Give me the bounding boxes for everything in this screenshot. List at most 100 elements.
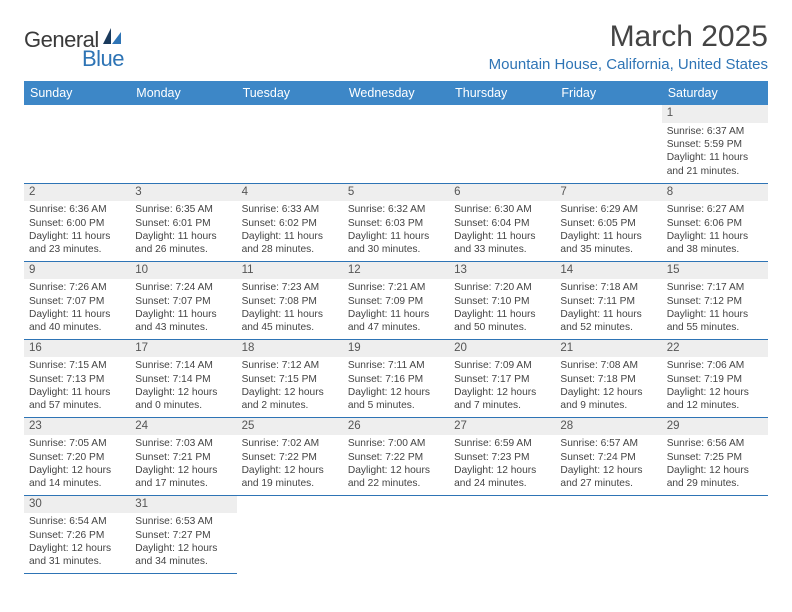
sunrise-text: Sunrise: 7:08 AM bbox=[560, 359, 656, 372]
daylight-text: Daylight: 11 hours and 21 minutes. bbox=[667, 151, 763, 178]
calendar-cell: 12Sunrise: 7:21 AMSunset: 7:09 PMDayligh… bbox=[343, 261, 449, 339]
day-number: 26 bbox=[343, 418, 449, 436]
calendar-week-row: 30Sunrise: 6:54 AMSunset: 7:26 PMDayligh… bbox=[24, 495, 768, 573]
daylight-text: Daylight: 11 hours and 43 minutes. bbox=[135, 308, 231, 335]
calendar-cell: 11Sunrise: 7:23 AMSunset: 7:08 PMDayligh… bbox=[237, 261, 343, 339]
sunrise-text: Sunrise: 7:24 AM bbox=[135, 281, 231, 294]
sunset-text: Sunset: 7:27 PM bbox=[135, 529, 231, 542]
day-details: Sunrise: 7:18 AMSunset: 7:11 PMDaylight:… bbox=[555, 279, 661, 337]
daylight-text: Daylight: 12 hours and 5 minutes. bbox=[348, 386, 444, 413]
daylight-text: Daylight: 12 hours and 17 minutes. bbox=[135, 464, 231, 491]
calendar-cell: 3Sunrise: 6:35 AMSunset: 6:01 PMDaylight… bbox=[130, 183, 236, 261]
calendar-table: Sunday Monday Tuesday Wednesday Thursday… bbox=[24, 81, 768, 574]
day-number: 22 bbox=[662, 340, 768, 358]
calendar-cell: 19Sunrise: 7:11 AMSunset: 7:16 PMDayligh… bbox=[343, 339, 449, 417]
day-details: Sunrise: 7:09 AMSunset: 7:17 PMDaylight:… bbox=[449, 357, 555, 415]
calendar-cell: 10Sunrise: 7:24 AMSunset: 7:07 PMDayligh… bbox=[130, 261, 236, 339]
calendar-cell: 28Sunrise: 6:57 AMSunset: 7:24 PMDayligh… bbox=[555, 417, 661, 495]
daylight-text: Daylight: 11 hours and 50 minutes. bbox=[454, 308, 550, 335]
day-details: Sunrise: 6:56 AMSunset: 7:25 PMDaylight:… bbox=[662, 435, 768, 493]
calendar-cell: 20Sunrise: 7:09 AMSunset: 7:17 PMDayligh… bbox=[449, 339, 555, 417]
day-number: 12 bbox=[343, 262, 449, 280]
sunrise-text: Sunrise: 7:21 AM bbox=[348, 281, 444, 294]
daylight-text: Daylight: 12 hours and 9 minutes. bbox=[560, 386, 656, 413]
calendar-cell: 27Sunrise: 6:59 AMSunset: 7:23 PMDayligh… bbox=[449, 417, 555, 495]
calendar-cell: 4Sunrise: 6:33 AMSunset: 6:02 PMDaylight… bbox=[237, 183, 343, 261]
brand-text-blue: Blue bbox=[82, 46, 124, 71]
sunset-text: Sunset: 6:06 PM bbox=[667, 217, 763, 230]
sunset-text: Sunset: 7:11 PM bbox=[560, 295, 656, 308]
calendar-cell: 23Sunrise: 7:05 AMSunset: 7:20 PMDayligh… bbox=[24, 417, 130, 495]
header-row: General March 2025 Mountain House, Calif… bbox=[24, 20, 768, 79]
sunrise-text: Sunrise: 6:59 AM bbox=[454, 437, 550, 450]
daylight-text: Daylight: 12 hours and 24 minutes. bbox=[454, 464, 550, 491]
day-details: Sunrise: 6:32 AMSunset: 6:03 PMDaylight:… bbox=[343, 201, 449, 259]
calendar-cell: 6Sunrise: 6:30 AMSunset: 6:04 PMDaylight… bbox=[449, 183, 555, 261]
daylight-text: Daylight: 11 hours and 45 minutes. bbox=[242, 308, 338, 335]
day-number: 23 bbox=[24, 418, 130, 436]
day-number: 29 bbox=[662, 418, 768, 436]
daylight-text: Daylight: 11 hours and 23 minutes. bbox=[29, 230, 125, 257]
daylight-text: Daylight: 11 hours and 52 minutes. bbox=[560, 308, 656, 335]
calendar-cell bbox=[555, 105, 661, 183]
sunset-text: Sunset: 7:19 PM bbox=[667, 373, 763, 386]
day-details: Sunrise: 7:11 AMSunset: 7:16 PMDaylight:… bbox=[343, 357, 449, 415]
sunrise-text: Sunrise: 6:57 AM bbox=[560, 437, 656, 450]
sunrise-text: Sunrise: 6:36 AM bbox=[29, 203, 125, 216]
daylight-text: Daylight: 11 hours and 38 minutes. bbox=[667, 230, 763, 257]
daylight-text: Daylight: 11 hours and 35 minutes. bbox=[560, 230, 656, 257]
calendar-week-row: 16Sunrise: 7:15 AMSunset: 7:13 PMDayligh… bbox=[24, 339, 768, 417]
day-details: Sunrise: 6:33 AMSunset: 6:02 PMDaylight:… bbox=[237, 201, 343, 259]
sunset-text: Sunset: 7:23 PM bbox=[454, 451, 550, 464]
calendar-cell: 18Sunrise: 7:12 AMSunset: 7:15 PMDayligh… bbox=[237, 339, 343, 417]
calendar-cell: 5Sunrise: 6:32 AMSunset: 6:03 PMDaylight… bbox=[343, 183, 449, 261]
sunrise-text: Sunrise: 6:56 AM bbox=[667, 437, 763, 450]
day-details: Sunrise: 6:35 AMSunset: 6:01 PMDaylight:… bbox=[130, 201, 236, 259]
sunset-text: Sunset: 7:25 PM bbox=[667, 451, 763, 464]
day-number: 13 bbox=[449, 262, 555, 280]
calendar-cell bbox=[343, 495, 449, 573]
calendar-cell bbox=[449, 105, 555, 183]
sunrise-text: Sunrise: 6:27 AM bbox=[667, 203, 763, 216]
day-details: Sunrise: 7:06 AMSunset: 7:19 PMDaylight:… bbox=[662, 357, 768, 415]
sunrise-text: Sunrise: 6:54 AM bbox=[29, 515, 125, 528]
calendar-cell: 7Sunrise: 6:29 AMSunset: 6:05 PMDaylight… bbox=[555, 183, 661, 261]
sunrise-text: Sunrise: 6:32 AM bbox=[348, 203, 444, 216]
day-details: Sunrise: 6:37 AMSunset: 5:59 PMDaylight:… bbox=[662, 123, 768, 181]
sunset-text: Sunset: 7:18 PM bbox=[560, 373, 656, 386]
day-details: Sunrise: 7:17 AMSunset: 7:12 PMDaylight:… bbox=[662, 279, 768, 337]
sunset-text: Sunset: 7:26 PM bbox=[29, 529, 125, 542]
day-number: 20 bbox=[449, 340, 555, 358]
daylight-text: Daylight: 12 hours and 19 minutes. bbox=[242, 464, 338, 491]
daylight-text: Daylight: 11 hours and 26 minutes. bbox=[135, 230, 231, 257]
day-details: Sunrise: 7:14 AMSunset: 7:14 PMDaylight:… bbox=[130, 357, 236, 415]
sunset-text: Sunset: 7:12 PM bbox=[667, 295, 763, 308]
sunset-text: Sunset: 6:00 PM bbox=[29, 217, 125, 230]
sunrise-text: Sunrise: 7:02 AM bbox=[242, 437, 338, 450]
day-header: Friday bbox=[555, 81, 661, 105]
sunset-text: Sunset: 7:21 PM bbox=[135, 451, 231, 464]
sunrise-text: Sunrise: 7:06 AM bbox=[667, 359, 763, 372]
calendar-cell bbox=[130, 105, 236, 183]
day-number: 2 bbox=[24, 184, 130, 202]
calendar-cell: 1Sunrise: 6:37 AMSunset: 5:59 PMDaylight… bbox=[662, 105, 768, 183]
day-number: 28 bbox=[555, 418, 661, 436]
calendar-cell: 13Sunrise: 7:20 AMSunset: 7:10 PMDayligh… bbox=[449, 261, 555, 339]
calendar-cell: 25Sunrise: 7:02 AMSunset: 7:22 PMDayligh… bbox=[237, 417, 343, 495]
sunrise-text: Sunrise: 7:12 AM bbox=[242, 359, 338, 372]
day-details: Sunrise: 7:03 AMSunset: 7:21 PMDaylight:… bbox=[130, 435, 236, 493]
sunset-text: Sunset: 7:07 PM bbox=[29, 295, 125, 308]
daylight-text: Daylight: 12 hours and 0 minutes. bbox=[135, 386, 231, 413]
calendar-cell bbox=[449, 495, 555, 573]
sunset-text: Sunset: 7:15 PM bbox=[242, 373, 338, 386]
day-number: 27 bbox=[449, 418, 555, 436]
day-details: Sunrise: 7:24 AMSunset: 7:07 PMDaylight:… bbox=[130, 279, 236, 337]
sunrise-text: Sunrise: 7:14 AM bbox=[135, 359, 231, 372]
day-details: Sunrise: 7:15 AMSunset: 7:13 PMDaylight:… bbox=[24, 357, 130, 415]
brand-blue-wrap: Blue bbox=[24, 46, 124, 72]
sunrise-text: Sunrise: 6:35 AM bbox=[135, 203, 231, 216]
calendar-cell bbox=[24, 105, 130, 183]
day-number: 14 bbox=[555, 262, 661, 280]
calendar-week-row: 1Sunrise: 6:37 AMSunset: 5:59 PMDaylight… bbox=[24, 105, 768, 183]
sunrise-text: Sunrise: 7:05 AM bbox=[29, 437, 125, 450]
